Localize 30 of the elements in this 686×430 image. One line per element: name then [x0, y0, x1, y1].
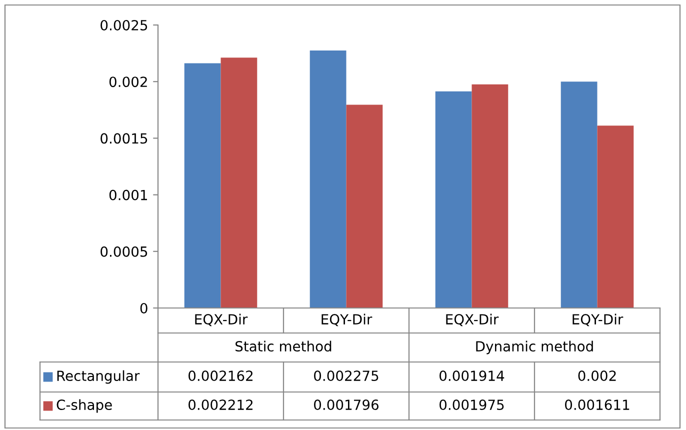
x-tick-label: EQY-Dir	[322, 314, 372, 326]
bar	[220, 58, 258, 308]
y-tick-label: 0.0025	[100, 20, 148, 30]
text: Dynamic method	[476, 340, 593, 354]
bar	[435, 91, 472, 308]
y-tick-label: 0	[140, 302, 148, 314]
bar	[597, 126, 634, 308]
data-label: 0.001914	[440, 370, 504, 382]
y-tick-label: 0.001	[109, 190, 147, 200]
bar	[560, 82, 598, 308]
bar	[184, 63, 221, 308]
data-label: 0.001975	[440, 400, 504, 410]
data-label: 0.001611	[565, 400, 630, 410]
data-label: 0.002275	[314, 370, 378, 382]
y-tick-label: 0.002	[109, 76, 147, 88]
x-tick-label: EQX-Dir	[195, 314, 248, 326]
data-label: 0.002	[578, 370, 616, 382]
x-tick-label: EQX-Dir	[446, 314, 499, 326]
text: Static method	[236, 340, 332, 352]
data-label: 0.001796	[314, 400, 379, 410]
y-tick-label: 0.0005	[100, 246, 148, 257]
data-label: 0.002212	[188, 400, 252, 410]
data-label: 0.002162	[188, 370, 252, 382]
legend-label: Rectangular	[57, 370, 140, 384]
legend-label: C-shape	[56, 399, 112, 413]
x-tick-label: EQY-Dir	[572, 314, 624, 326]
bar	[310, 50, 346, 308]
bar	[472, 84, 508, 308]
y-tick-label: 0.0015	[100, 133, 148, 144]
bar	[346, 104, 383, 308]
